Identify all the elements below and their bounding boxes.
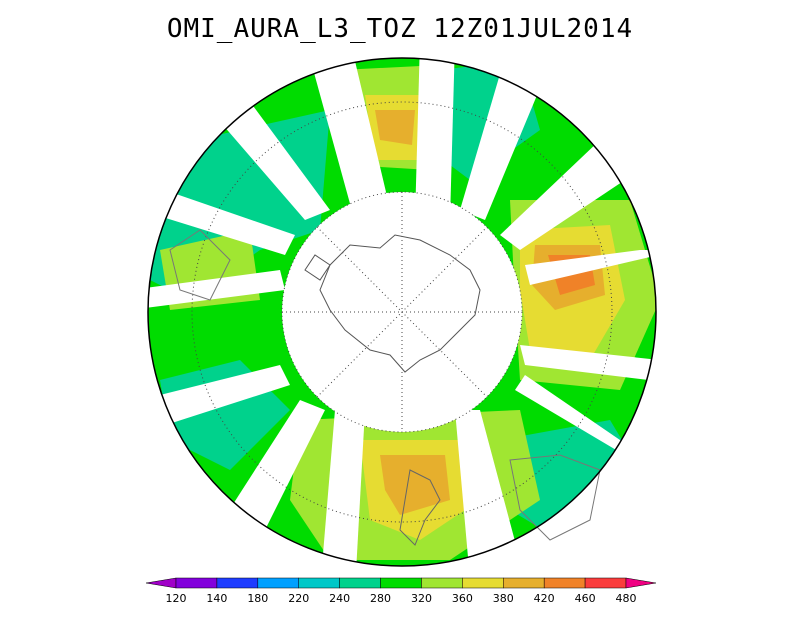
legend-label: 120	[166, 592, 187, 605]
legend-swatch	[543, 577, 586, 589]
legend-label: 480	[616, 592, 637, 605]
antarctic-peninsula	[304, 254, 331, 281]
legend-swatch	[380, 577, 422, 589]
map-boundary	[147, 57, 657, 567]
legend-label: 320	[411, 592, 432, 605]
legend-swatch	[298, 577, 340, 589]
antarctica-coastline	[319, 234, 481, 373]
legend-label: 140	[206, 592, 227, 605]
legend-swatch	[462, 577, 504, 589]
missing-data-swaths	[148, 58, 656, 566]
legend-label: 280	[370, 592, 391, 605]
legend-swatch	[339, 577, 381, 589]
legend-label: 360	[452, 592, 473, 605]
legend-label: 460	[575, 592, 596, 605]
field-peak-south	[380, 455, 450, 515]
legend-swatch	[175, 577, 218, 589]
africa-coastline	[509, 454, 601, 541]
legend-swatch	[421, 577, 463, 589]
australia-coastline	[399, 469, 441, 546]
chart-title: OMI_AURA_L3_TOZ 12Z01JUL2014	[166, 14, 634, 44]
south-america-coastline	[169, 229, 231, 301]
field-low-southeast	[500, 420, 640, 540]
legend-high-arrow	[625, 577, 657, 589]
legend-swatch	[216, 577, 259, 589]
graticule	[191, 101, 613, 523]
legend-swatch	[257, 577, 299, 589]
legend-low-arrow	[145, 577, 177, 589]
field-peak-north	[375, 110, 415, 145]
legend-label: 380	[493, 592, 514, 605]
legend-swatch	[584, 577, 627, 589]
legend-label: 180	[247, 592, 268, 605]
legend-label: 420	[534, 592, 555, 605]
legend-label: 240	[329, 592, 350, 605]
legend-swatch	[503, 577, 545, 589]
legend-label: 220	[288, 592, 309, 605]
